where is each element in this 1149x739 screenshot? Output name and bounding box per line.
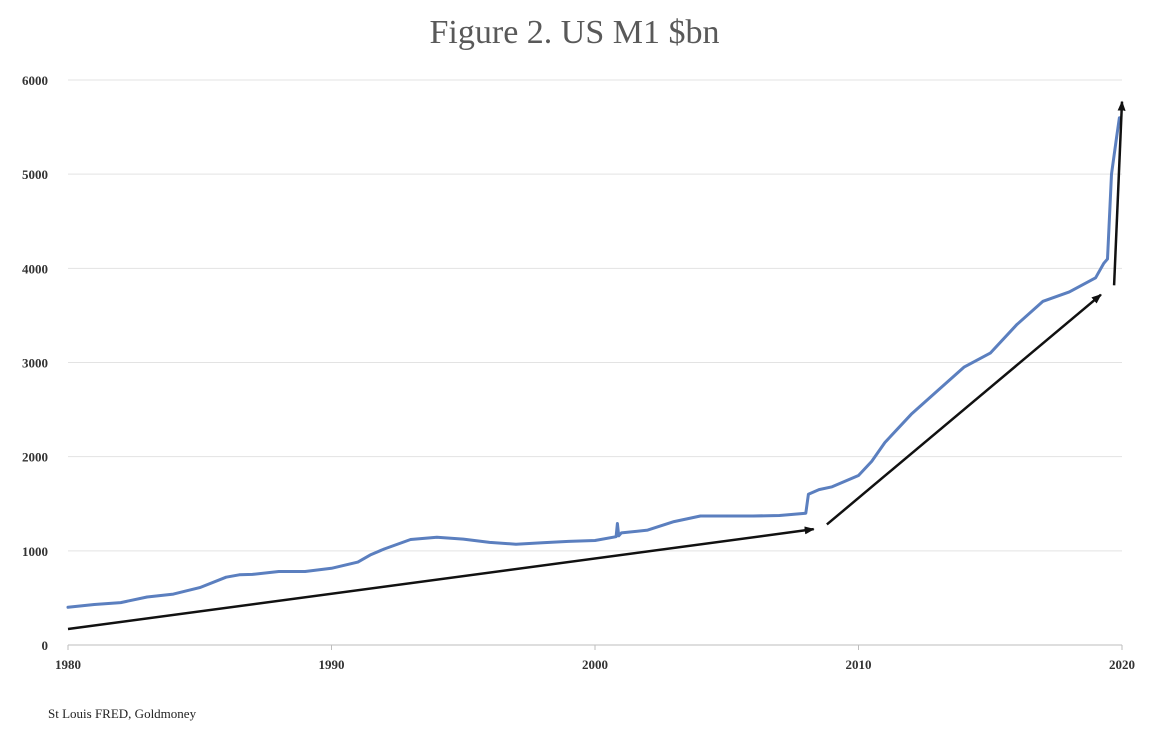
series-point <box>1115 135 1118 138</box>
trend-arrow-3 <box>1112 100 1126 286</box>
chart-title: Figure 2. US M1 $bn <box>429 14 720 51</box>
y-tick-label: 2000 <box>22 450 48 465</box>
series-point <box>699 515 702 517</box>
series-point <box>818 488 820 491</box>
series-point <box>831 486 833 488</box>
series-point <box>198 586 201 589</box>
series-point <box>225 576 227 578</box>
series-point <box>807 493 810 496</box>
series-point <box>515 543 517 546</box>
x-tick-label: 1990 <box>319 657 345 672</box>
series-point <box>617 534 620 537</box>
series-point <box>567 540 570 543</box>
y-tick-label: 5000 <box>22 167 48 182</box>
series-point <box>93 603 96 606</box>
x-tick-label: 2000 <box>582 657 608 672</box>
series-point <box>251 573 254 576</box>
x-tick-label: 1980 <box>55 657 81 672</box>
series-point <box>870 460 873 463</box>
series-point <box>172 593 175 595</box>
series-point <box>436 536 438 538</box>
trend-arrow-1 <box>67 526 815 631</box>
series-point <box>238 574 241 576</box>
series-point <box>1042 300 1044 303</box>
series-point <box>146 596 148 598</box>
series-point <box>409 538 412 541</box>
series-point <box>304 570 306 573</box>
series-point <box>778 514 781 517</box>
series-point <box>673 520 675 523</box>
series-point <box>1106 258 1109 260</box>
series-point <box>370 553 372 556</box>
series-point <box>805 512 807 514</box>
series-point <box>963 366 965 369</box>
series-point <box>1094 276 1097 279</box>
series-point <box>488 541 491 544</box>
series-point <box>910 413 912 416</box>
series-point <box>383 548 386 550</box>
series-point <box>725 515 728 517</box>
series-point <box>67 606 69 609</box>
series-point <box>357 561 359 563</box>
source-note: St Louis FRED, Goldmoney <box>48 706 197 721</box>
series-point <box>1015 324 1018 326</box>
series-point <box>616 522 619 525</box>
series-point <box>278 570 280 573</box>
series-point <box>857 474 860 477</box>
series-point <box>541 542 544 544</box>
series-point <box>936 389 939 392</box>
series-point <box>1068 291 1071 293</box>
x-tick-label: 2010 <box>846 657 872 672</box>
series-point <box>615 535 617 538</box>
y-tick-label: 4000 <box>22 261 48 276</box>
series-point <box>884 441 886 444</box>
y-tick-label: 6000 <box>22 73 48 88</box>
series-point <box>1118 116 1121 119</box>
trend-arrow-2 <box>826 293 1102 526</box>
series-point <box>119 601 122 604</box>
series-point <box>620 532 623 534</box>
series-point <box>462 538 465 540</box>
y-tick-label: 0 <box>42 638 49 653</box>
series-point <box>1110 173 1113 175</box>
series-point <box>594 539 596 542</box>
series-point <box>646 529 649 531</box>
series-point <box>752 515 754 517</box>
x-tick-label: 2020 <box>1109 657 1135 672</box>
y-tick-label: 3000 <box>22 356 48 371</box>
y-tick-label: 1000 <box>22 544 48 559</box>
series-point <box>989 352 992 354</box>
series-point <box>330 567 333 570</box>
series-point <box>1102 262 1105 265</box>
